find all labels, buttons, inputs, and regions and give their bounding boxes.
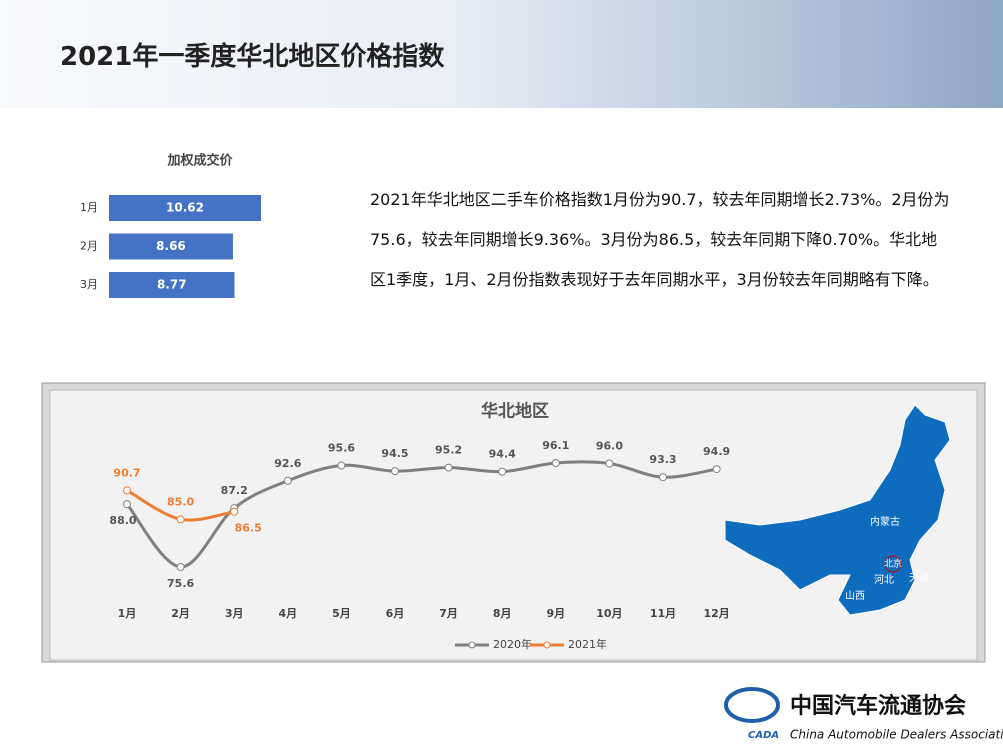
beijing-mark — [884, 555, 902, 573]
data-label: 94.9 — [703, 445, 730, 458]
data-label: 94.4 — [489, 448, 516, 461]
data-label: 96.1 — [542, 439, 569, 452]
bar — [109, 233, 233, 260]
y-tick-label: 2月 — [80, 240, 98, 253]
data-label: 86.5 — [235, 522, 262, 535]
x-tick-label: 6月 — [386, 607, 405, 620]
x-tick-label: 12月 — [703, 607, 729, 620]
bar-title: 加权成交价 — [166, 153, 233, 169]
logo-name: 中国汽车流通协会 — [790, 693, 966, 719]
point — [283, 476, 292, 485]
point — [123, 500, 131, 509]
map-label: 河北 — [874, 574, 894, 586]
x-tick-label: 11月 — [650, 607, 676, 620]
data-label: 87.2 — [221, 484, 248, 497]
point — [551, 459, 560, 467]
data-label: 88.0 — [109, 514, 136, 527]
data-label: 75.6 — [167, 577, 194, 590]
point — [337, 461, 346, 470]
page-title: 2021年一季度华北地区价格指数 — [60, 42, 445, 72]
x-tick-label: 1月 — [118, 607, 137, 620]
data-label: 96.0 — [596, 440, 623, 453]
legend-marker — [468, 641, 476, 649]
x-tick-label: 4月 — [278, 607, 297, 620]
x-tick-label: 3月 — [225, 607, 244, 620]
bar-label: 10.62 — [166, 201, 204, 215]
x-tick-label: 10月 — [596, 607, 622, 620]
x-tick-label: 7月 — [439, 607, 458, 620]
x-tick-label: 8月 — [493, 607, 512, 620]
point — [230, 507, 239, 516]
paragraph: 2021年华北地区二手车价格指数1月份为90.7，较去年同期增长2.73%。2月… — [370, 190, 950, 289]
legend-label: 2021年 — [568, 637, 607, 651]
legend-marker — [543, 641, 551, 649]
data-label: 92.6 — [274, 457, 301, 470]
data-label: 93.3 — [649, 453, 676, 466]
point — [659, 473, 667, 482]
y-tick-label: 1月 — [80, 201, 98, 214]
legend-label: 2020年 — [493, 637, 532, 651]
data-label: 95.2 — [435, 444, 462, 457]
point — [605, 459, 614, 468]
x-tick-label: 9月 — [546, 607, 565, 620]
point — [712, 465, 721, 474]
data-label: 85.0 — [167, 495, 194, 508]
logo-english: China Automobile Dealers Association — [790, 728, 1003, 742]
bar-label: 8.77 — [157, 278, 187, 292]
data-label: 95.6 — [328, 442, 355, 455]
point — [176, 563, 185, 571]
point — [391, 467, 399, 476]
data-label: 94.5 — [381, 447, 408, 460]
map-label: 山西 — [845, 590, 865, 602]
logo-abbr: CADA — [748, 730, 779, 741]
banner — [0, 0, 1003, 108]
bar — [109, 195, 261, 221]
map-label: 天津 — [909, 572, 929, 584]
line-title: 华北地区 — [481, 401, 549, 422]
map-label: 北京 — [884, 558, 902, 570]
bar — [109, 272, 235, 298]
data-label: 90.7 — [113, 466, 140, 479]
point — [123, 486, 131, 495]
bar-label: 8.66 — [156, 239, 186, 253]
map-label: 内蒙古 — [870, 515, 900, 528]
y-tick-label: 3月 — [80, 278, 98, 291]
point — [498, 467, 507, 476]
x-tick-label: 5月 — [332, 607, 351, 620]
logo-icon — [724, 687, 780, 723]
x-tick-label: 2月 — [171, 607, 190, 620]
point — [444, 463, 453, 472]
point — [176, 515, 185, 524]
